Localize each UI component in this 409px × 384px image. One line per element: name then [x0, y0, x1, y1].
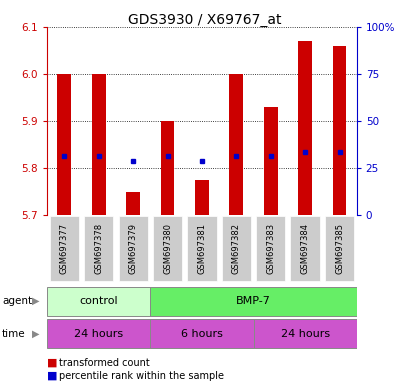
Bar — [160, 121, 174, 215]
Text: transformed count: transformed count — [59, 358, 150, 368]
Text: ▶: ▶ — [32, 329, 40, 339]
Text: agent: agent — [2, 296, 32, 306]
Text: GSM697384: GSM697384 — [300, 223, 309, 274]
Bar — [256, 217, 285, 281]
Text: GSM697385: GSM697385 — [334, 223, 343, 274]
Text: time: time — [2, 329, 26, 339]
Bar — [57, 74, 71, 215]
Bar — [153, 217, 182, 281]
Text: GDS3930 / X69767_at: GDS3930 / X69767_at — [128, 13, 281, 27]
Bar — [92, 74, 106, 215]
Text: GSM697381: GSM697381 — [197, 223, 206, 274]
Text: GSM697378: GSM697378 — [94, 223, 103, 274]
Bar — [332, 46, 346, 215]
Text: GSM697382: GSM697382 — [231, 223, 240, 274]
Bar — [118, 217, 147, 281]
Bar — [263, 107, 277, 215]
Bar — [324, 217, 353, 281]
Text: ■: ■ — [47, 371, 58, 381]
Bar — [195, 180, 208, 215]
Bar — [47, 286, 150, 316]
Text: control: control — [79, 296, 118, 306]
Text: GSM697383: GSM697383 — [265, 223, 274, 274]
Text: percentile rank within the sample: percentile rank within the sample — [59, 371, 224, 381]
Bar — [290, 217, 319, 281]
Bar — [126, 192, 140, 215]
Bar — [49, 217, 79, 281]
Text: 24 hours: 24 hours — [74, 329, 123, 339]
Bar — [150, 286, 356, 316]
Bar — [150, 319, 253, 348]
Bar — [221, 217, 250, 281]
Text: GSM697379: GSM697379 — [128, 223, 137, 274]
Text: ▶: ▶ — [32, 296, 40, 306]
Text: ■: ■ — [47, 358, 58, 368]
Bar — [229, 74, 243, 215]
Bar — [297, 41, 311, 215]
Bar — [253, 319, 356, 348]
Bar — [47, 319, 150, 348]
Bar — [84, 217, 113, 281]
Text: BMP-7: BMP-7 — [236, 296, 270, 306]
Bar — [187, 217, 216, 281]
Text: 24 hours: 24 hours — [280, 329, 329, 339]
Text: 6 hours: 6 hours — [180, 329, 222, 339]
Text: GSM697380: GSM697380 — [163, 223, 172, 274]
Text: GSM697377: GSM697377 — [60, 223, 69, 274]
